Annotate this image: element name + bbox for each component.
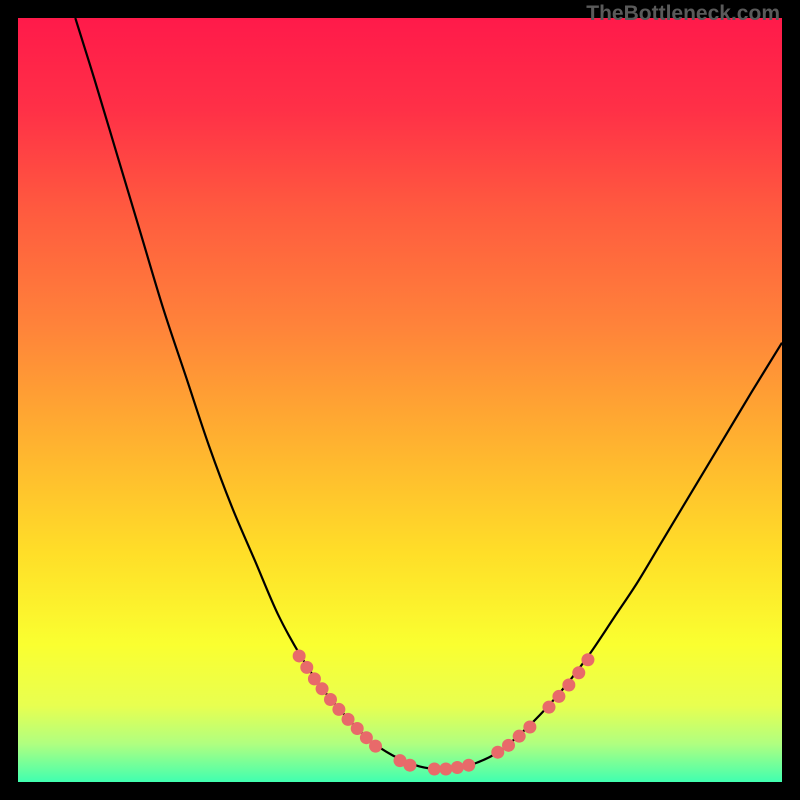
marker-dot: [342, 713, 355, 726]
watermark-text: TheBottleneck.com: [586, 2, 780, 26]
marker-dot: [562, 678, 575, 691]
marker-dots: [293, 649, 595, 775]
marker-dot: [581, 653, 594, 666]
plot-area: [18, 18, 782, 782]
marker-dot: [523, 720, 536, 733]
marker-dot: [369, 740, 382, 753]
marker-dot: [542, 701, 555, 714]
marker-dot: [293, 649, 306, 662]
curve-layer: [18, 18, 782, 782]
marker-dot: [462, 759, 475, 772]
marker-dot: [552, 690, 565, 703]
marker-dot: [300, 661, 313, 674]
marker-dot: [351, 722, 364, 735]
marker-dot: [572, 666, 585, 679]
marker-dot: [428, 763, 441, 776]
marker-dot: [451, 761, 464, 774]
marker-dot: [513, 730, 526, 743]
chart-container: TheBottleneck.com: [0, 0, 800, 800]
marker-dot: [316, 682, 329, 695]
marker-dot: [332, 703, 345, 716]
marker-dot: [502, 739, 515, 752]
bottleneck-curve: [75, 18, 782, 770]
marker-dot: [324, 693, 337, 706]
marker-dot: [491, 746, 504, 759]
marker-dot: [403, 759, 416, 772]
marker-dot: [439, 763, 452, 776]
